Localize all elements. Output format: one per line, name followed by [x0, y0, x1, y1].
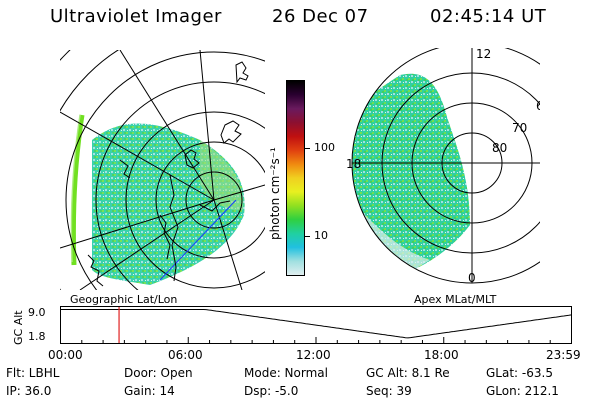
geographic-map: [60, 50, 265, 290]
mlat-label-70: 70: [512, 121, 527, 135]
altitude-curve: [60, 309, 572, 339]
filter-info: Flt: LBHL: [6, 366, 60, 380]
timeline-axis-label: GC Alt: [12, 310, 25, 345]
colorbar-units: photon cm⁻²s⁻¹: [268, 147, 282, 240]
orbit-altitude-plot: [60, 306, 572, 344]
colorbar-tick-100: 100: [314, 141, 335, 154]
seq-info: Seq: 39: [366, 384, 412, 398]
mlat-label-80: 80: [492, 141, 507, 155]
color-scale-bar: [286, 80, 305, 276]
ip-info: IP: 36.0: [6, 384, 52, 398]
gain-info: Gain: 14: [124, 384, 175, 398]
timeline-tick-0000: 00:00: [48, 348, 83, 362]
glat-info: GLat: -63.5: [486, 366, 553, 380]
glon-info: GLon: 212.1: [486, 384, 559, 398]
gc-alt-info: GC Alt: 8.1 Re: [366, 366, 450, 380]
timeline-tick-2359: 23:59: [546, 348, 581, 362]
timeline-tick-1800: 18:00: [424, 348, 459, 362]
dsp-info: Dsp: -5.0: [244, 384, 299, 398]
timeline-ymin: 1.8: [28, 330, 46, 343]
mlat-label-60: 60: [536, 99, 540, 113]
left-map-caption: Geographic Lat/Lon: [70, 293, 178, 306]
timeline-tick-1200: 12:00: [296, 348, 331, 362]
timeline-ymax: 9.0: [28, 306, 46, 319]
apex-polar-map: 12 18 6 0 60 70 80: [346, 48, 540, 285]
colorbar-tick-10: 10: [314, 229, 328, 242]
uv-emission-region-apex: [352, 73, 470, 275]
instrument-title: Ultraviolet Imager: [50, 6, 222, 27]
mlt-label-12: 12: [476, 48, 491, 61]
timeline-tick-0600: 06:00: [168, 348, 203, 362]
mlt-label-0: 0: [468, 271, 476, 285]
right-map-caption: Apex MLat/MLT: [414, 293, 497, 306]
orbit-track: [159, 199, 237, 281]
time-label: 02:45:14 UT: [430, 6, 547, 27]
mlt-label-18: 18: [346, 157, 361, 171]
door-info: Door: Open: [124, 366, 193, 380]
date-label: 26 Dec 07: [272, 6, 369, 27]
mode-info: Mode: Normal: [244, 366, 328, 380]
